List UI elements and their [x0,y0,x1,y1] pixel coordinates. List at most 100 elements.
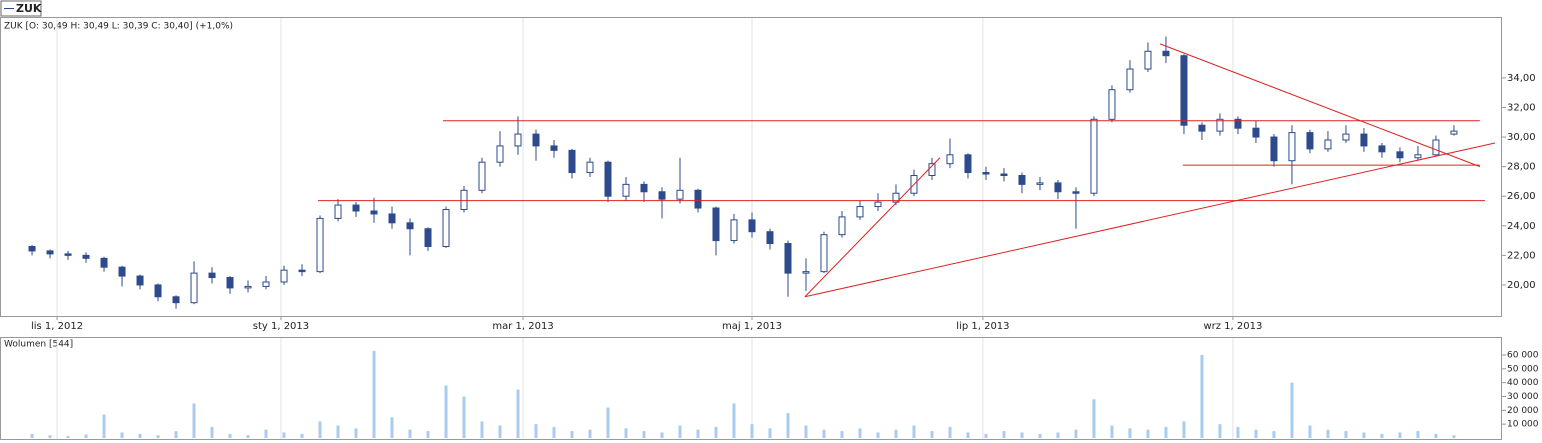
x-tick-label: mar 1, 2013 [492,321,553,332]
candle-body [424,228,432,247]
candle-body [1270,136,1278,162]
candle-body [1108,89,1116,120]
volume-bar [516,389,520,438]
volume-bar [444,385,448,438]
candle-body [154,284,162,298]
volume-bar [1110,425,1114,438]
volume-bar [30,433,34,438]
candle-body [1036,182,1044,185]
volume-bar [1128,428,1132,438]
volume-bar [318,421,322,438]
volume-bar [1200,354,1204,438]
candle-body [1252,127,1260,138]
volume-bar [1074,429,1078,438]
volume-panel [0,337,1502,440]
volume-bar [1308,425,1312,438]
candle-body [1216,118,1224,132]
volume-bar [84,434,88,438]
volume-bar [1020,432,1024,438]
trend-line [804,142,1496,298]
volume-bar [1434,433,1438,438]
candle-body [1450,130,1458,135]
candle-body [244,285,252,289]
volume-bar [1218,424,1222,438]
volume-bar [156,435,160,438]
y-tick-label: 30,00 [1507,132,1536,143]
volume-bar [1326,429,1330,438]
volume-bar [498,425,502,438]
y-tick-label: 50 000 [1507,364,1539,374]
candle-body [856,206,864,218]
volume-bar [696,429,700,438]
candle-body [136,275,144,286]
legend-box[interactable] [0,0,42,17]
candle-body [352,204,360,212]
candle-body [1288,132,1296,162]
candle-body [532,133,540,147]
volume-bar [858,428,862,438]
volume-bar [822,429,826,438]
x-tick-label: maj 1, 2013 [722,321,782,332]
candle-body [1306,132,1314,150]
y-tick-label: 30 000 [1507,392,1539,402]
candle-body [1414,154,1422,159]
volume-bar [246,435,250,438]
candle-body [334,204,342,219]
candle-body [280,269,288,283]
volume-bar [174,431,178,438]
candle-body [874,201,882,208]
candle-body [1144,50,1152,70]
candle-body [298,269,306,273]
volume-bar [786,413,790,438]
candle-body [1378,145,1386,153]
volume-bar [264,429,268,438]
x-tick-label: lis 1, 2012 [31,321,83,332]
volume-bar [624,428,628,438]
volume-bar [1272,431,1276,438]
volume-title: Wolumen [544] [4,340,73,350]
volume-bar [768,428,772,438]
candle-body [442,209,450,247]
candle-body [748,219,756,233]
volume-bar [804,425,808,438]
volume-bar [372,350,376,438]
candle-body [676,189,684,200]
y-tick-label: 24,00 [1507,221,1536,232]
volume-bar [642,431,646,438]
candle-body [1000,173,1008,177]
candle-body [316,217,324,273]
volume-bar [300,433,304,438]
x-tick-label: sty 1, 2013 [253,321,309,332]
x-tick-label: wrz 1, 2013 [1203,321,1262,332]
volume-bar [1344,431,1348,438]
x-tick-label: lip 1, 2013 [956,321,1009,332]
volume-bar [1092,399,1096,438]
volume-bar [1236,426,1240,438]
volume-bar [660,432,664,438]
volume-bar [750,424,754,438]
candle-body [550,145,558,151]
volume-bar [552,426,556,438]
candle-body [1396,151,1404,159]
volume-bar [282,432,286,438]
volume-bar [390,417,394,438]
candle-body [1360,133,1368,147]
y-tick-label: 60 000 [1507,350,1539,360]
candle-body [1198,124,1206,132]
volume-bar [894,429,898,438]
volume-bar [1380,433,1384,438]
trend-line [804,157,941,298]
y-tick-label: 22,00 [1507,250,1536,261]
candle-body [766,231,774,245]
candle-body [658,191,666,200]
candle-body [28,245,36,252]
volume-bar [1056,432,1060,438]
volume-bar [714,426,718,438]
volume-bar [534,424,538,438]
candle-body [172,296,180,304]
candle-body [964,154,972,174]
candle-body [370,210,378,215]
candle-body [802,271,810,274]
volume-bar [840,431,844,438]
